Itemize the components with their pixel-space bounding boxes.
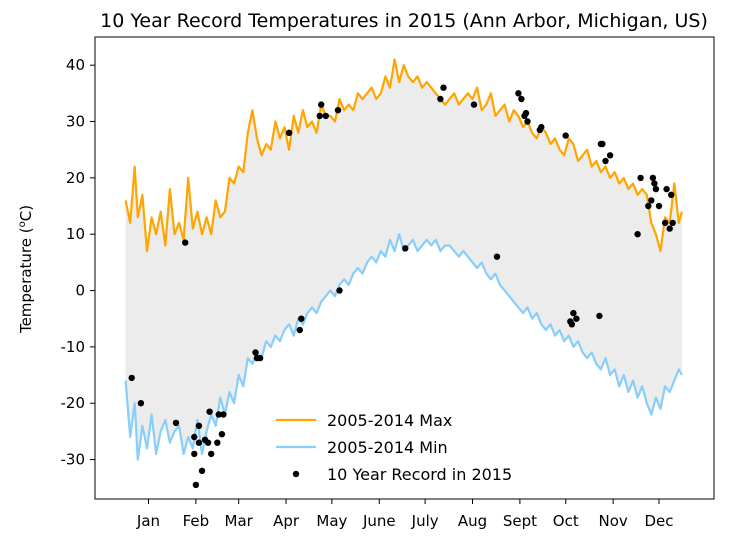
record-point xyxy=(316,112,323,120)
record-point xyxy=(440,84,447,91)
record-point xyxy=(256,354,264,362)
chart-title: 10 Year Record Temperatures in 2015 (Ann… xyxy=(100,10,708,32)
record-point xyxy=(668,191,675,198)
record-point xyxy=(573,315,580,322)
record-point xyxy=(322,112,329,120)
record-point xyxy=(524,118,531,125)
record-point xyxy=(522,109,530,117)
record-point xyxy=(191,433,198,441)
record-point xyxy=(663,185,670,193)
record-point xyxy=(649,174,657,182)
record-point xyxy=(296,326,303,334)
y-axis-label: Temperature (oC) xyxy=(17,205,35,334)
record-point xyxy=(493,253,501,260)
record-point xyxy=(198,467,206,474)
record-point xyxy=(596,312,603,320)
record-point xyxy=(252,349,259,356)
record-point xyxy=(651,180,658,187)
record-point xyxy=(669,219,676,227)
y-tick-label: -20 xyxy=(61,394,86,412)
x-tick-label: Oct xyxy=(553,512,579,530)
x-tick-label: May xyxy=(316,512,347,530)
range-band xyxy=(125,59,682,460)
record-point xyxy=(634,231,641,238)
record-point xyxy=(402,245,409,252)
y-tick-label: 0 xyxy=(75,282,85,300)
record-point xyxy=(204,439,212,446)
legend-swatch xyxy=(292,470,300,478)
record-point xyxy=(652,185,660,193)
record-point xyxy=(191,450,198,458)
series-line-max xyxy=(124,58,683,253)
record-point xyxy=(172,419,180,427)
y-tick-label: 20 xyxy=(66,169,85,187)
record-point xyxy=(214,439,221,446)
record-point xyxy=(220,411,227,418)
record-point xyxy=(599,140,606,148)
record-point xyxy=(336,287,343,294)
record-point xyxy=(606,152,614,159)
x-tick-label: Mar xyxy=(225,512,254,530)
y-tick-label: -10 xyxy=(61,338,86,356)
x-tick-label: Apr xyxy=(273,512,300,530)
record-point xyxy=(318,101,325,108)
record-point xyxy=(334,107,342,114)
legend-label: 2005-2014 Min xyxy=(327,438,448,457)
x-tick-label: Feb xyxy=(183,512,210,530)
record-point xyxy=(562,132,569,139)
record-point xyxy=(285,129,293,136)
record-point xyxy=(602,157,609,165)
record-point xyxy=(218,431,226,438)
record-point xyxy=(208,450,215,458)
record-point xyxy=(518,95,525,103)
record-point xyxy=(666,225,673,232)
x-tick-label: Dec xyxy=(644,512,673,530)
record-point xyxy=(637,174,644,182)
record-point xyxy=(298,315,305,322)
y-tick-label: 40 xyxy=(66,56,85,74)
record-point xyxy=(645,202,652,210)
record-point xyxy=(538,123,545,131)
legend: 2005-2014 Max 2005-2014 Min 10 Year Record… xyxy=(276,411,512,484)
record-point xyxy=(215,411,222,418)
record-point xyxy=(182,239,189,246)
record-point xyxy=(206,408,213,415)
record-point xyxy=(470,101,478,108)
record-point xyxy=(195,439,203,446)
x-tick-label: July xyxy=(411,512,439,530)
record-point xyxy=(515,90,522,97)
record-point xyxy=(137,400,145,407)
record-point xyxy=(570,309,577,317)
y-tick-label: -30 xyxy=(61,451,86,469)
record-point xyxy=(661,219,669,227)
record-point xyxy=(655,202,663,210)
x-tick-label: June xyxy=(362,512,396,530)
record-point xyxy=(568,321,576,328)
plot-area xyxy=(124,58,683,489)
record-point xyxy=(192,481,200,489)
record-point xyxy=(195,422,203,429)
legend-label: 2005-2014 Max xyxy=(327,411,452,430)
plot-frame xyxy=(94,36,715,500)
legend-label: 10 Year Record in 2015 xyxy=(327,465,512,484)
y-tick-label: 30 xyxy=(66,113,85,131)
x-tick-label: Jan xyxy=(136,512,160,530)
x-tick-label: Sept xyxy=(503,512,537,530)
y-tick-label: 10 xyxy=(66,225,85,243)
record-point xyxy=(437,95,444,103)
x-tick-label: Nov xyxy=(598,512,627,530)
record-point xyxy=(128,374,135,382)
record-point xyxy=(648,197,655,204)
x-tick-label: Aug xyxy=(458,512,487,530)
